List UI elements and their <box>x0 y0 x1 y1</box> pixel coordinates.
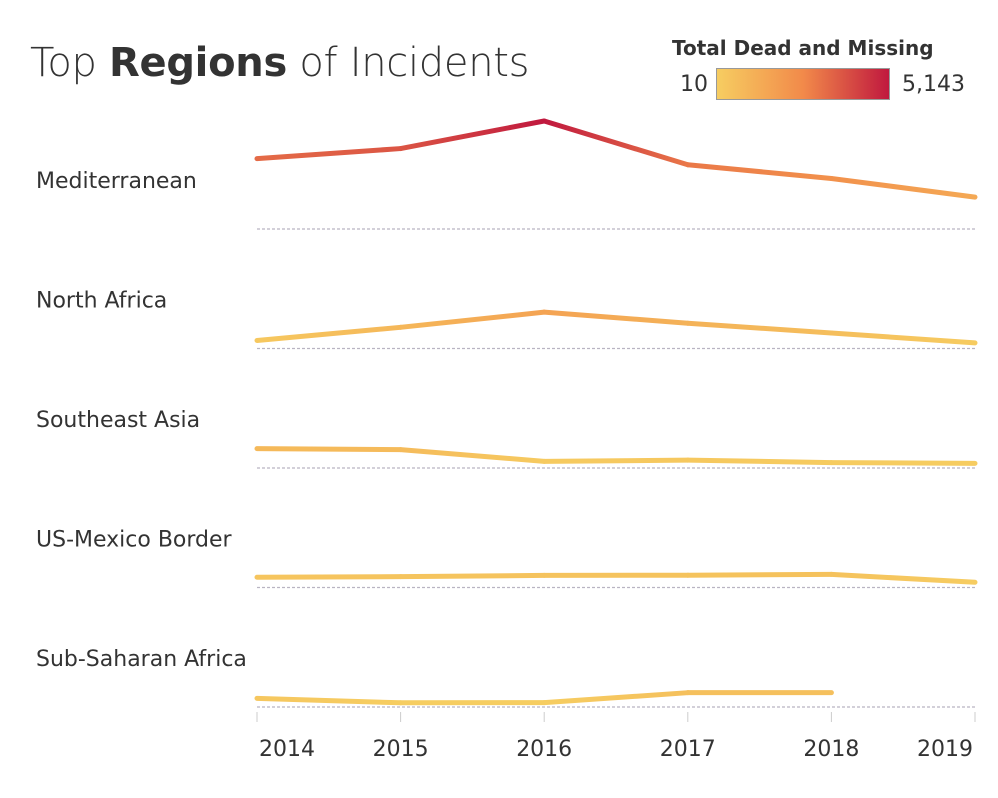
region-label: Sub-Saharan Africa <box>36 647 247 672</box>
region-label: US-Mexico Border <box>36 528 233 553</box>
series-segment <box>685 320 834 336</box>
series-segment <box>254 446 404 453</box>
series-segment <box>541 690 691 706</box>
legend-max-label: 5,143 <box>902 72 965 97</box>
region-label: North Africa <box>36 289 167 314</box>
series-segment <box>254 695 404 706</box>
x-tick-label: 2019 <box>917 737 973 762</box>
series-segment <box>828 330 978 346</box>
series-segment <box>254 146 404 162</box>
series-segment <box>398 572 547 580</box>
series-segment <box>828 175 978 200</box>
title-pre: Top <box>30 40 110 86</box>
series-segment <box>685 571 834 578</box>
x-tick-label: 2015 <box>373 737 429 762</box>
series-segment <box>398 447 547 464</box>
chart-title: Top Regions of Incidents <box>30 40 529 86</box>
series-segment <box>541 309 691 326</box>
x-tick-label: 2018 <box>803 737 859 762</box>
title-bold: Regions <box>109 40 287 86</box>
region-label: Mediterranean <box>36 169 197 194</box>
series-segment <box>541 457 691 464</box>
x-tick-label: 2016 <box>516 737 572 762</box>
series-segment <box>828 460 978 466</box>
legend-title: Total Dead and Missing <box>672 36 934 60</box>
title-post: of Incidents <box>286 40 530 86</box>
x-tick-label: 2014 <box>259 737 315 762</box>
series-segment <box>685 162 834 181</box>
region-label: Southeast Asia <box>36 408 200 433</box>
series-segment <box>398 118 547 152</box>
series-segment <box>828 571 978 585</box>
series-segment <box>398 309 547 330</box>
x-tick-label: 2017 <box>660 737 716 762</box>
series-segment <box>685 457 834 466</box>
series-segment <box>254 324 404 343</box>
legend-min-label: 10 <box>680 72 708 97</box>
legend-gradient-bar <box>716 68 890 100</box>
series-segment <box>254 574 404 580</box>
series-segment <box>541 118 691 168</box>
